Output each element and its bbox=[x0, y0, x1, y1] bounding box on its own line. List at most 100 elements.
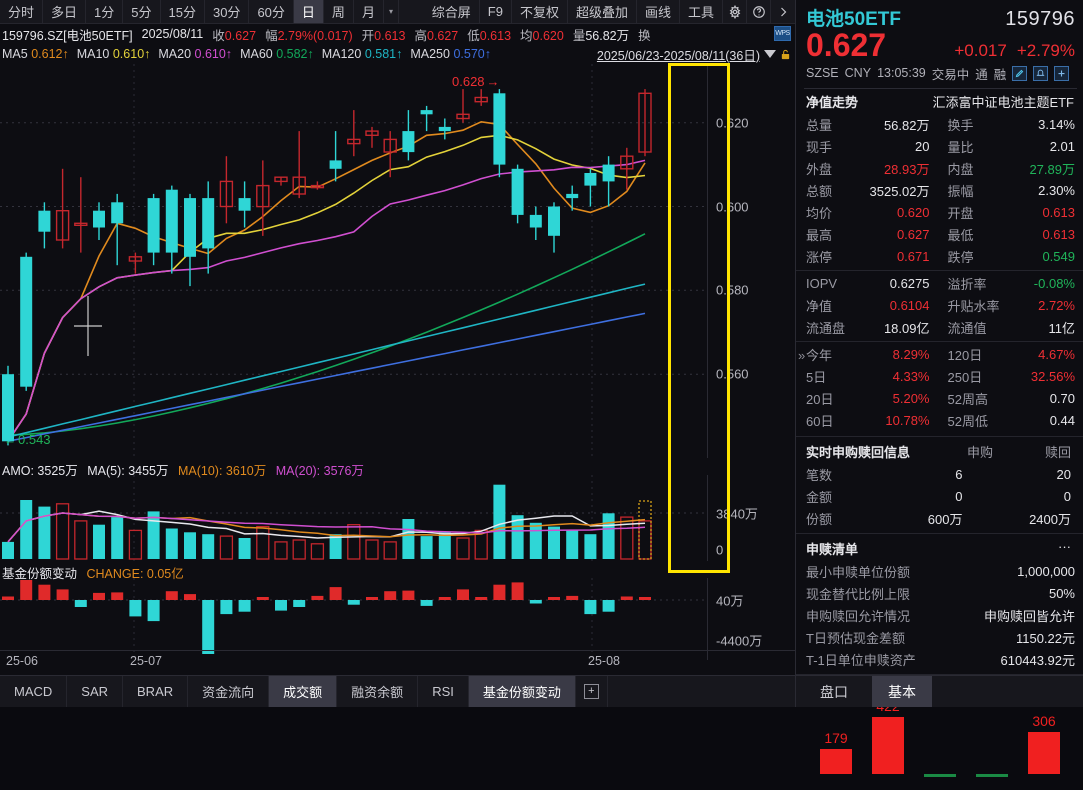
pcf-value: 1,000,000 bbox=[953, 561, 1083, 583]
indicator-tab-RSI[interactable]: RSI bbox=[418, 676, 469, 707]
pencil-icon[interactable] bbox=[1012, 66, 1027, 81]
period-tab-30分[interactable]: 30分 bbox=[205, 0, 249, 23]
toolbar-F9[interactable]: F9 bbox=[480, 0, 512, 23]
period-more-caret[interactable]: ▾ bbox=[384, 0, 399, 23]
quote-key2: 52周高 bbox=[942, 388, 996, 410]
share-pane-header: 基金份额变动 CHANGE: 0.05亿 bbox=[2, 563, 184, 582]
quote-value: 0.620 bbox=[854, 202, 942, 224]
indicator-tab-SAR[interactable]: SAR bbox=[67, 676, 123, 707]
share-change-pane[interactable]: 40万-4400万 bbox=[0, 578, 795, 660]
quote-value2: 2.30% bbox=[996, 180, 1083, 202]
indicator-tab-BRAR[interactable]: BRAR bbox=[123, 676, 188, 707]
nav-trend-label: 净值走势 bbox=[806, 92, 858, 111]
indicator-tab-基金份额变动[interactable]: 基金份额变动 bbox=[469, 676, 576, 707]
quote-time: 13:05:39 bbox=[877, 66, 926, 80]
toolbar-spacer bbox=[399, 0, 424, 23]
period-tab-周[interactable]: 周 bbox=[324, 0, 354, 23]
date-range-selector[interactable]: 2025/06/23-2025/08/11(36日) bbox=[597, 45, 795, 64]
quote-tab-盘口[interactable]: 盘口 bbox=[804, 676, 864, 707]
period-tab-月[interactable]: 月 bbox=[354, 0, 384, 23]
symbol-info-row: 159796.SZ[电池50ETF] 2025/08/11 收0.627 幅2.… bbox=[0, 24, 795, 44]
period-tab-5分[interactable]: 5分 bbox=[123, 0, 160, 23]
add-indicator-button[interactable]: + bbox=[576, 676, 608, 707]
netflow-label: 179 bbox=[824, 730, 847, 746]
quote-tab-基本[interactable]: 基本 bbox=[872, 676, 932, 707]
vol-ma10: MA(10): 3610万 bbox=[178, 464, 266, 478]
chevron-expand-icon[interactable]: » bbox=[798, 348, 805, 363]
lock-icon[interactable] bbox=[780, 48, 791, 61]
wps-icon[interactable]: WPS bbox=[774, 26, 791, 41]
toolbar-超级叠加[interactable]: 超级叠加 bbox=[568, 0, 637, 23]
indicator-tab-资金流向[interactable]: 资金流向 bbox=[188, 676, 269, 707]
gear-icon[interactable] bbox=[723, 0, 747, 23]
close-label: 收 bbox=[212, 29, 225, 43]
currency-label: CNY bbox=[845, 66, 871, 80]
indicator-tab-融资余额[interactable]: 融资余额 bbox=[337, 676, 418, 707]
plus-icon[interactable] bbox=[1054, 66, 1069, 81]
volume-tick: 3840万 bbox=[716, 504, 758, 523]
quote-key: 净值 bbox=[796, 295, 854, 317]
creation-subscribe: 6 bbox=[854, 464, 969, 486]
toolbar-画线[interactable]: 画线 bbox=[637, 0, 680, 23]
bell-icon[interactable] bbox=[1033, 66, 1048, 81]
flag-tong: 通 bbox=[975, 64, 988, 83]
exchange-label: SZSE bbox=[806, 66, 839, 80]
period-tab-60分[interactable]: 60分 bbox=[249, 0, 293, 23]
period-tab-分时[interactable]: 分时 bbox=[0, 0, 43, 23]
quote-value: 0.627 bbox=[854, 224, 942, 246]
toolbar-综合屏[interactable]: 综合屏 bbox=[424, 0, 480, 23]
toolbar-不复权[interactable]: 不复权 bbox=[512, 0, 568, 23]
high-price-annotation: 0.628→ bbox=[452, 74, 500, 89]
indicator-tab-MACD[interactable]: MACD bbox=[0, 676, 67, 707]
period-tab-多日[interactable]: 多日 bbox=[43, 0, 86, 23]
quote-key2: 量比 bbox=[942, 136, 996, 158]
quote-key: 均价 bbox=[796, 202, 854, 224]
quote-value2: 4.67% bbox=[996, 344, 1083, 366]
period-tab-1分[interactable]: 1分 bbox=[86, 0, 123, 23]
quote-key2: 120日 bbox=[942, 344, 996, 366]
open-value: 0.613 bbox=[374, 29, 405, 43]
indicator-tab-成交额[interactable]: 成交额 bbox=[269, 676, 337, 707]
plus-icon[interactable]: + bbox=[584, 684, 599, 699]
quote-value: 0.6104 bbox=[854, 295, 942, 317]
chevron-right-icon[interactable] bbox=[771, 0, 795, 23]
quote-key: 5日 bbox=[796, 366, 854, 388]
volume-plot[interactable] bbox=[0, 475, 707, 561]
quote-key: 总量 bbox=[796, 114, 854, 136]
toolbar-工具[interactable]: 工具 bbox=[680, 0, 723, 23]
nav-trend-header[interactable]: 净值走势 汇添富中证电池主题ETF bbox=[796, 89, 1083, 114]
period-tab-日[interactable]: 日 bbox=[294, 0, 324, 23]
share-change-plot[interactable] bbox=[0, 578, 707, 660]
help-icon[interactable] bbox=[747, 0, 771, 23]
quote-tab-bar[interactable]: 盘口基本 bbox=[796, 675, 1083, 707]
high-value: 0.627 bbox=[427, 29, 458, 43]
candlestick-plot[interactable] bbox=[0, 64, 707, 458]
pcf-list-header[interactable]: 申赎清单 ··· bbox=[796, 536, 1083, 561]
period-tab-15分[interactable]: 15分 bbox=[161, 0, 205, 23]
creation-redeem: 2400万 bbox=[969, 508, 1083, 530]
chevron-down-icon[interactable] bbox=[764, 50, 776, 58]
quote-key2: 内盘 bbox=[942, 158, 996, 180]
quote-value: 8.29% bbox=[854, 344, 942, 366]
ma-legend-MA5: MA5 0.612↑ bbox=[2, 47, 69, 61]
quote-value2: 32.56% bbox=[996, 366, 1083, 388]
pcf-more-icon[interactable]: ··· bbox=[1058, 539, 1071, 558]
ma-legend-MA20: MA20 0.610↑ bbox=[158, 47, 232, 61]
